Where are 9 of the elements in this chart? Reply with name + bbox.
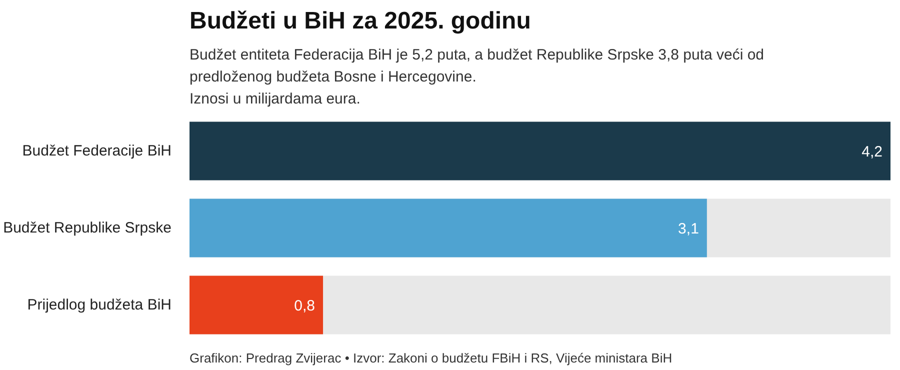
data-label: 3,1 bbox=[678, 220, 699, 238]
data-label: 0,8 bbox=[294, 298, 316, 314]
y-tick-label: Budžet Republike Srpske bbox=[3, 220, 172, 236]
y-tick-label: Prijedlog budžeta BiH bbox=[27, 296, 172, 314]
chart-subtitle: Budžet entiteta Federacija BiH je 5,2 puta, a budžet Republike Srpske 3,8 puta veći od predloženog budžeta Bosne i Hercegovine. Iznosi u milijardama eura. bbox=[190, 46, 764, 108]
data-label: 4,2 bbox=[862, 144, 883, 160]
chart-title: Budžeti u BiH za 2025. godinu bbox=[190, 8, 531, 34]
y-tick-label: Budžet Federacije BiH bbox=[22, 142, 172, 160]
text: Grafikon: Predrag Zvijerac • Izvor: Zakoni o budžetu FBiH i RS, Vijeće ministara BiH bbox=[190, 350, 672, 366]
